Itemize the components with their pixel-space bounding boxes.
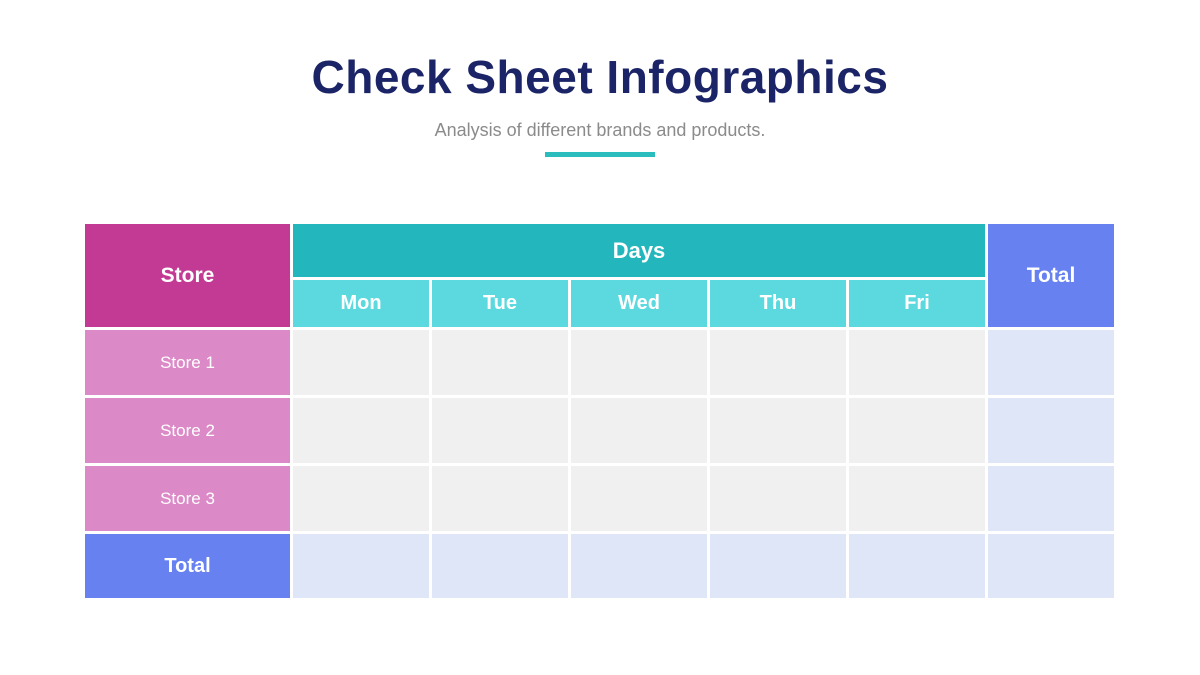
page-title: Check Sheet Infographics <box>311 51 889 103</box>
check-cell <box>432 398 568 463</box>
check-cell <box>571 330 707 395</box>
total-row-cell <box>710 534 846 598</box>
row-total-cell <box>988 330 1114 395</box>
row-total-cell <box>988 466 1114 531</box>
page-subtitle: Analysis of different brands and product… <box>434 120 766 140</box>
accent-underline <box>545 152 655 157</box>
day-header-tue: Tue <box>432 280 568 327</box>
day-header-wed: Wed <box>571 280 707 327</box>
grand-total-cell <box>988 534 1114 598</box>
check-cell <box>849 398 985 463</box>
row-label-store-1: Store 1 <box>85 330 290 395</box>
store-column-header: Store <box>85 224 290 327</box>
total-row-label: Total <box>85 534 290 598</box>
check-cell <box>710 330 846 395</box>
check-cell <box>432 466 568 531</box>
row-label-store-2: Store 2 <box>85 398 290 463</box>
check-cell <box>293 398 429 463</box>
check-cell <box>432 330 568 395</box>
row-label-store-3: Store 3 <box>85 466 290 531</box>
days-group-header: Days <box>293 224 985 277</box>
day-header-mon: Mon <box>293 280 429 327</box>
check-cell <box>571 466 707 531</box>
total-row-cell <box>849 534 985 598</box>
check-sheet-table: Store Days Total Mon Tue Wed Thu Fri Sto… <box>85 224 1114 598</box>
check-cell <box>293 330 429 395</box>
check-cell <box>293 466 429 531</box>
total-row-cell <box>293 534 429 598</box>
check-cell <box>710 398 846 463</box>
total-row-cell <box>432 534 568 598</box>
day-header-fri: Fri <box>849 280 985 327</box>
check-cell <box>571 398 707 463</box>
total-row-cell <box>571 534 707 598</box>
total-column-header: Total <box>988 224 1114 327</box>
row-total-cell <box>988 398 1114 463</box>
check-cell <box>849 466 985 531</box>
check-cell <box>849 330 985 395</box>
day-header-thu: Thu <box>710 280 846 327</box>
check-cell <box>710 466 846 531</box>
